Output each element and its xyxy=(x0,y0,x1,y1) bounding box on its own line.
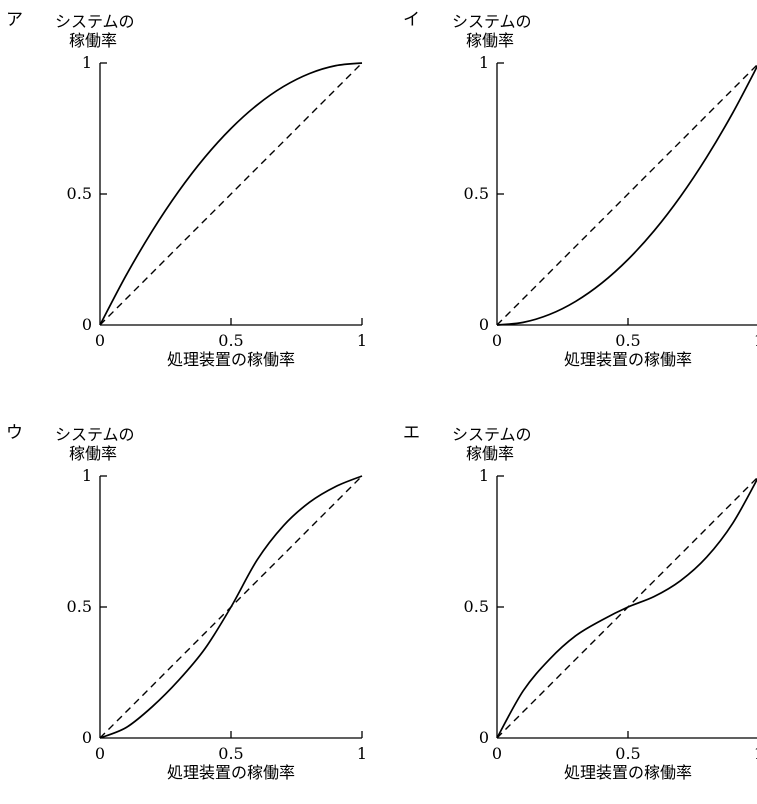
y-tick-label: 1 xyxy=(82,466,92,485)
y-axis-label-line-1: システムの xyxy=(55,12,135,31)
y-tick-label: 0 xyxy=(479,728,489,747)
x-tick-label: 0 xyxy=(492,744,502,763)
system-availability-curve xyxy=(496,477,757,739)
x-tick-label: 0.5 xyxy=(615,744,640,763)
y-tick-label: 1 xyxy=(82,53,92,72)
x-tick-label: 1 xyxy=(357,331,367,350)
y-axis-label-line-1: システムの xyxy=(452,425,532,444)
x-tick-label: 0.5 xyxy=(615,331,640,350)
y-tick-label: 1 xyxy=(479,466,489,485)
x-axis-label: 処理装置の稼働率 xyxy=(564,350,692,369)
x-tick-label: 1 xyxy=(754,744,757,763)
x-tick-label: 0 xyxy=(95,744,105,763)
system-availability-curve xyxy=(496,64,757,326)
x-tick-label: 0.5 xyxy=(218,331,243,350)
x-axis-label: 処理装置の稼働率 xyxy=(167,763,295,782)
y-tick-label: 0 xyxy=(82,315,92,334)
y-axis-label-line-2: 稼働率 xyxy=(69,444,117,463)
reference-diagonal-line xyxy=(99,475,363,739)
system-availability-curve xyxy=(99,62,363,326)
y-tick-label: 0 xyxy=(82,728,92,747)
y-axis-label-line-1: システムの xyxy=(55,425,135,444)
option-label: イ xyxy=(403,10,420,30)
x-axis-label: 処理装置の稼働率 xyxy=(564,763,692,782)
y-tick-label: 0.5 xyxy=(67,184,92,203)
reference-diagonal-line xyxy=(99,62,363,326)
option-label: ア xyxy=(6,10,23,30)
option-label: エ xyxy=(403,423,420,443)
y-tick-label: 0.5 xyxy=(464,597,489,616)
x-tick-label: 0.5 xyxy=(218,744,243,763)
x-tick-label: 0 xyxy=(95,331,105,350)
x-tick-label: 1 xyxy=(754,331,757,350)
x-axis-label: 処理装置の稼働率 xyxy=(167,350,295,369)
y-tick-label: 0.5 xyxy=(464,184,489,203)
reference-diagonal-line xyxy=(496,477,757,739)
y-axis-label-line-1: システムの xyxy=(452,12,532,31)
y-axis-label-line-2: 稼働率 xyxy=(69,31,117,50)
reference-diagonal-line xyxy=(496,64,757,326)
y-tick-label: 0.5 xyxy=(67,597,92,616)
x-tick-label: 0 xyxy=(492,331,502,350)
y-tick-label: 0 xyxy=(479,315,489,334)
y-tick-label: 1 xyxy=(479,53,489,72)
y-axis-label-line-2: 稼働率 xyxy=(466,31,514,50)
x-tick-label: 1 xyxy=(357,744,367,763)
option-label: ウ xyxy=(6,423,23,443)
y-axis-label-line-2: 稼働率 xyxy=(466,444,514,463)
